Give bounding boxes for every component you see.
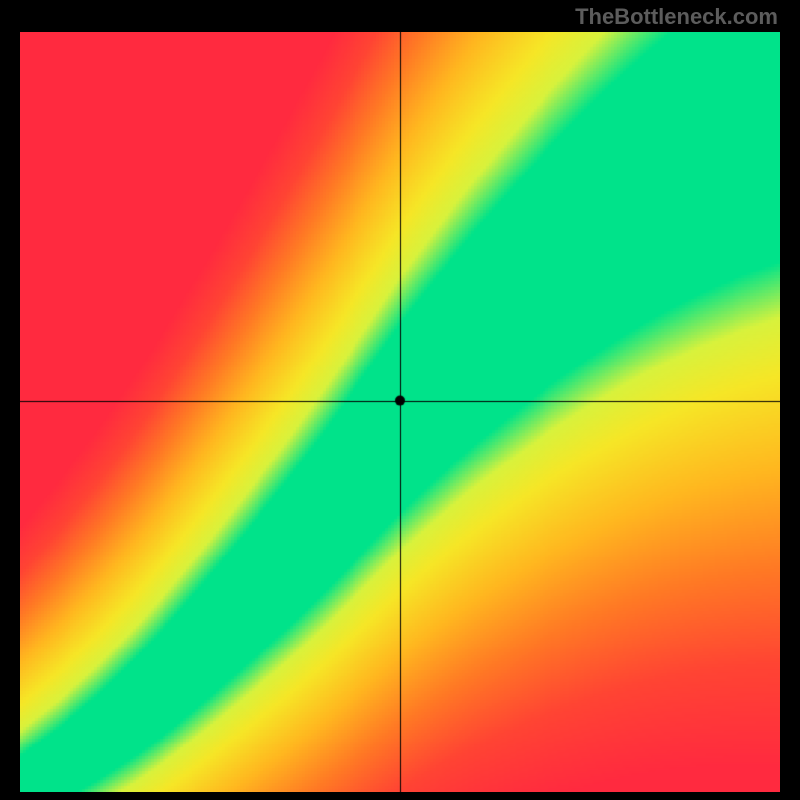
chart-frame: TheBottleneck.com	[0, 0, 800, 800]
heatmap-canvas	[20, 32, 780, 792]
watermark-label: TheBottleneck.com	[575, 4, 778, 30]
